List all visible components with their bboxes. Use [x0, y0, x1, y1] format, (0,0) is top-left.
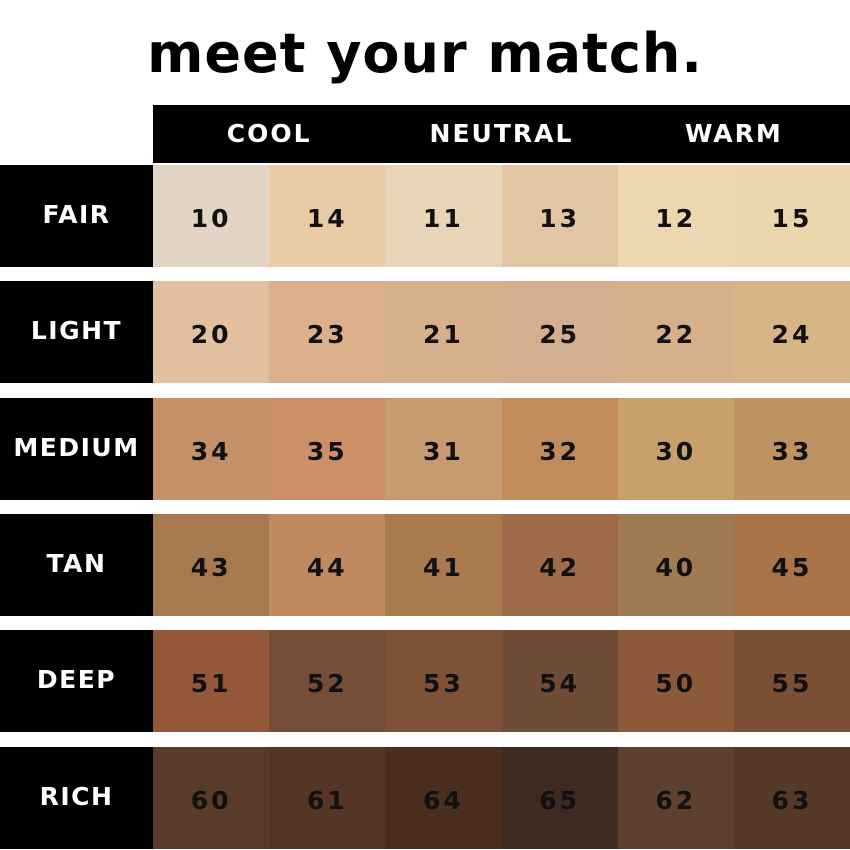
shade-swatch: 51 — [153, 630, 270, 732]
shade-swatch: 63 — [733, 747, 850, 849]
column-cool: COOL — [226, 119, 312, 148]
shade-swatch: 52 — [269, 630, 386, 732]
shade-swatch: 40 — [617, 514, 734, 616]
shade-swatch: 41 — [385, 514, 502, 616]
row-label: LIGHT — [0, 281, 153, 383]
shade-swatch: 14 — [269, 165, 386, 267]
shade-swatch: 35 — [269, 398, 386, 500]
shade-swatch: 23 — [269, 281, 386, 383]
shade-swatch: 33 — [733, 398, 850, 500]
row-label: DEEP — [0, 630, 153, 732]
shade-swatch: 64 — [385, 747, 502, 849]
shade-swatch: 31 — [385, 398, 502, 500]
row-label: MEDIUM — [0, 398, 153, 500]
shade-row-deep: DEEP 51 52 53 54 50 55 — [0, 630, 850, 732]
row-label: TAN — [0, 514, 153, 616]
shade-swatch: 25 — [501, 281, 618, 383]
shade-swatch: 34 — [153, 398, 270, 500]
shade-swatch: 10 — [153, 165, 270, 267]
shade-swatch: 45 — [733, 514, 850, 616]
shade-swatch: 55 — [733, 630, 850, 732]
shade-swatch: 21 — [385, 281, 502, 383]
column-neutral: NEUTRAL — [429, 119, 574, 148]
shade-swatch: 30 — [617, 398, 734, 500]
shade-row-fair: FAIR 10 14 11 13 12 15 — [0, 165, 850, 267]
row-label: RICH — [0, 747, 153, 849]
shade-swatch: 43 — [153, 514, 270, 616]
shade-swatch: 42 — [501, 514, 618, 616]
shade-swatch: 53 — [385, 630, 502, 732]
page-title: meet your match. — [147, 22, 703, 85]
shade-swatch: 50 — [617, 630, 734, 732]
shade-row-light: LIGHT 20 23 21 25 22 24 — [0, 281, 850, 383]
shade-swatch: 24 — [733, 281, 850, 383]
shade-swatch: 11 — [385, 165, 502, 267]
shade-swatch: 65 — [501, 747, 618, 849]
shade-swatch: 62 — [617, 747, 734, 849]
shade-swatch: 60 — [153, 747, 270, 849]
shade-swatch: 13 — [501, 165, 618, 267]
undertone-header: COOL NEUTRAL WARM — [153, 105, 850, 163]
shade-swatch: 20 — [153, 281, 270, 383]
shade-row-rich: RICH 60 61 64 65 62 63 — [0, 747, 850, 849]
shade-swatch: 32 — [501, 398, 618, 500]
row-label: FAIR — [0, 165, 153, 267]
shade-swatch: 54 — [501, 630, 618, 732]
shade-swatch: 12 — [617, 165, 734, 267]
column-warm: WARM — [684, 119, 783, 148]
shade-row-tan: TAN 43 44 41 42 40 45 — [0, 514, 850, 616]
shade-swatch: 61 — [269, 747, 386, 849]
shade-row-medium: MEDIUM 34 35 31 32 30 33 — [0, 398, 850, 500]
shade-swatch: 44 — [269, 514, 386, 616]
shade-swatch: 15 — [733, 165, 850, 267]
shade-swatch: 22 — [617, 281, 734, 383]
